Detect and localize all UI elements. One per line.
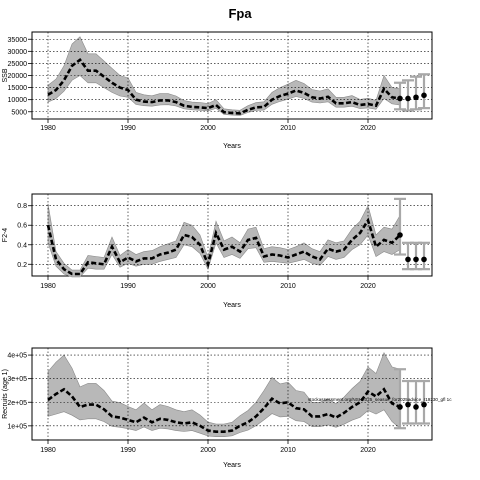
y-tick-label: 4e+05 <box>7 353 27 360</box>
plot-frame <box>31 193 433 277</box>
projection-point <box>413 256 419 263</box>
panel-2: 1980 1990 2000 2010 2020 0.2 0.4 0.6 0.8 Years F2-… <box>2 193 433 309</box>
figure-title: Fpa <box>228 6 252 21</box>
x-axis-label: Years <box>223 302 241 309</box>
x-tick-label: 2010 <box>280 283 296 290</box>
x-tick-label: 2000 <box>200 283 216 290</box>
x-tick-label: 1990 <box>120 283 136 290</box>
x-tick-label: 1990 <box>120 125 136 132</box>
projection-point <box>413 404 419 410</box>
x-tick-label: 2010 <box>280 447 296 454</box>
y-tick-label: 3e+05 <box>7 376 27 383</box>
projection-point <box>421 256 427 263</box>
confidence-band <box>47 203 401 278</box>
y-tick-label: 15000 <box>8 85 28 92</box>
y-tick-label: 5000 <box>11 109 27 116</box>
panel-3: 1980 1990 2000 2010 2020 1e+05 2e+05 3e+05 4e+05… <box>2 347 452 469</box>
x-tick-label: 2010 <box>280 125 296 132</box>
y-axis-label: SSB <box>2 68 9 82</box>
plot-frame <box>31 347 433 441</box>
y-tick-label: 1e+05 <box>7 423 27 430</box>
panels: 1980 1990 2000 2010 2020 5000 10000 15000 20000 2… <box>2 31 452 469</box>
y-tick-label: 0.6 <box>17 223 27 230</box>
estimate-line <box>47 57 401 115</box>
y-tick-label: 35000 <box>8 37 28 44</box>
x-tick-label: 2020 <box>360 283 376 290</box>
confidence-band <box>47 351 401 437</box>
y-tick-label: 30000 <box>8 49 28 56</box>
y-tick-label: 0.2 <box>17 262 27 269</box>
y-tick-label: 0.8 <box>17 203 27 210</box>
y-axis-label: F2-4 <box>2 228 9 243</box>
source-annotation: stockassessment.org/NSH2025_seasue_for20… <box>308 397 452 402</box>
projection-point <box>405 95 411 102</box>
y-axis-label: Recruits (age 1) <box>2 369 9 419</box>
projection-point <box>405 401 411 408</box>
estimate-line <box>47 387 401 434</box>
projection-point <box>397 232 403 238</box>
y-tick-label: 25000 <box>8 61 28 68</box>
x-axis-label: Years <box>223 462 241 469</box>
x-tick-label: 2020 <box>360 447 376 454</box>
x-tick-label: 1980 <box>40 447 56 454</box>
projection-point <box>421 92 427 99</box>
y-tick-label: 0.4 <box>17 242 27 249</box>
x-tick-label: 1990 <box>120 447 136 454</box>
projection-point <box>397 95 403 102</box>
x-axis-label: Years <box>223 143 241 150</box>
projection-point <box>421 401 427 408</box>
x-tick-label: 1980 <box>40 283 56 290</box>
x-tick-label: 1980 <box>40 125 56 132</box>
x-tick-label: 2000 <box>200 125 216 132</box>
y-tick-label: 10000 <box>8 97 28 104</box>
panel-1: 1980 1990 2000 2010 2020 5000 10000 15000 20000 2… <box>2 31 433 150</box>
x-tick-label: 2000 <box>200 447 216 454</box>
projection-point <box>413 94 419 101</box>
y-tick-label: 2e+05 <box>7 400 27 407</box>
projection-point <box>397 404 403 410</box>
estimate-line <box>46 217 401 276</box>
x-tick-label: 2020 <box>360 125 376 132</box>
projection-point <box>405 256 411 263</box>
y-tick-label: 20000 <box>8 73 28 80</box>
